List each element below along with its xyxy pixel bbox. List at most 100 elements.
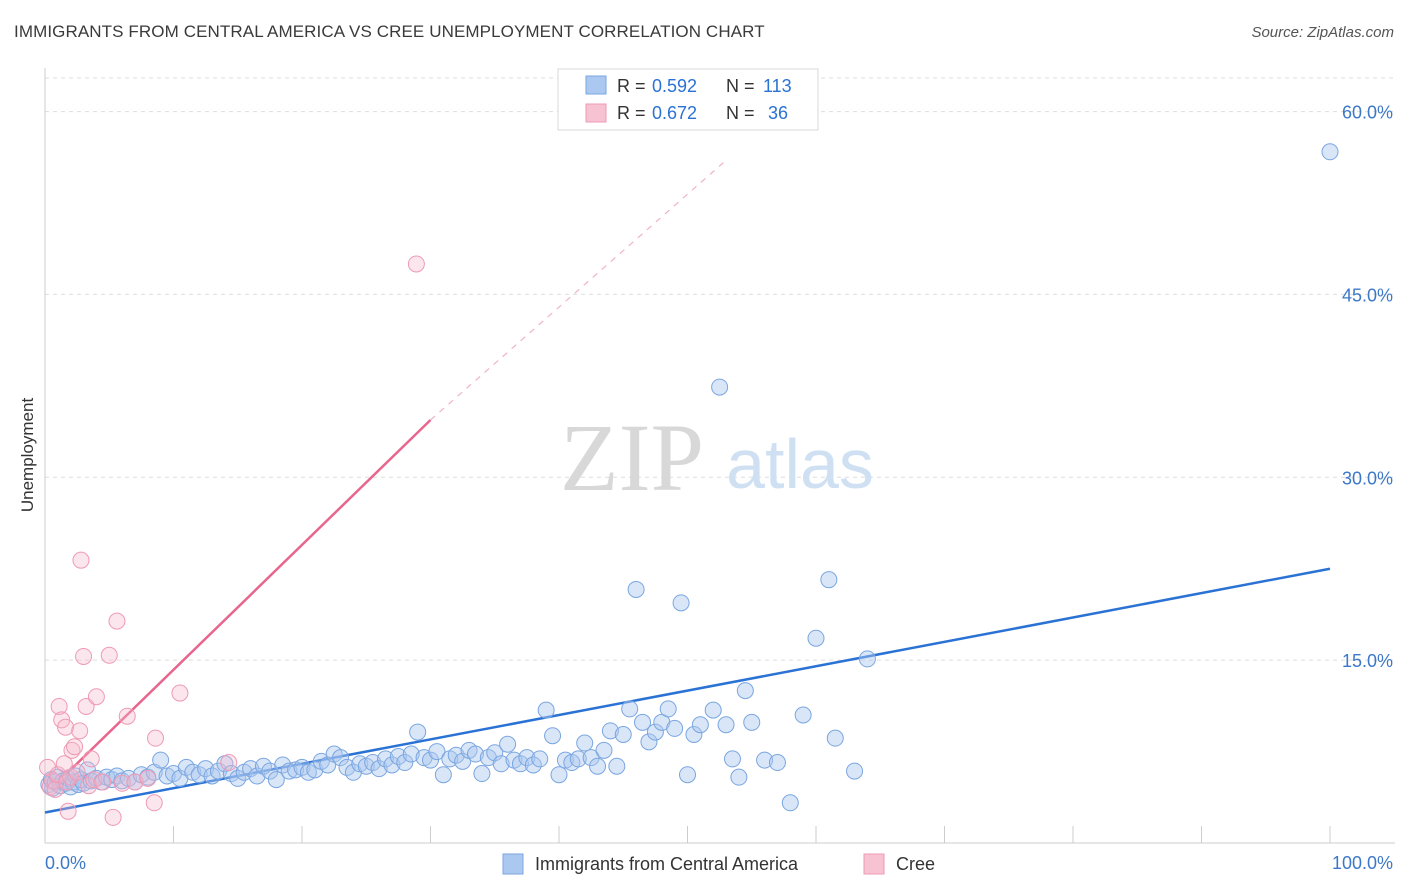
point-central-america — [794, 706, 812, 724]
point-central-america — [666, 719, 684, 737]
point-central-america — [197, 760, 215, 778]
trend-line-cree — [63, 419, 432, 777]
point-central-america — [858, 650, 876, 668]
point-central-america — [248, 767, 266, 785]
point-cree — [220, 754, 238, 772]
point-central-america — [370, 760, 388, 778]
point-cree — [104, 808, 122, 826]
point-cree — [147, 729, 165, 747]
point-cree — [108, 612, 126, 630]
point-central-america — [846, 762, 864, 780]
y-tick-labels: 15.0% 30.0% 45.0% 60.0% — [1342, 103, 1393, 672]
point-central-america — [627, 580, 645, 598]
point-cree — [118, 707, 136, 725]
point-central-america — [672, 594, 690, 612]
point-central-america — [601, 722, 619, 740]
point-central-america — [550, 766, 568, 784]
point-central-america — [582, 749, 600, 767]
point-cree — [66, 738, 84, 756]
y-tick-label: 60.0% — [1342, 103, 1393, 123]
legend-swatch-pink — [585, 103, 607, 123]
axes — [44, 68, 1395, 844]
point-cree — [139, 769, 157, 787]
legend-swatch-cree — [863, 853, 885, 875]
point-central-america — [614, 726, 632, 744]
x-tick-label: 0.0% — [45, 853, 86, 873]
legend-n-label: N = — [726, 76, 755, 96]
point-cree — [50, 697, 68, 715]
point-central-america — [383, 756, 401, 774]
point-central-america — [704, 701, 722, 719]
point-cree — [94, 773, 112, 791]
point-central-america — [569, 750, 587, 768]
x-tick-labels: 0.0% 100.0% — [45, 853, 1393, 873]
point-central-america — [280, 762, 298, 780]
point-cree — [71, 722, 89, 740]
point-central-america — [807, 629, 825, 647]
legend-r-label: R = — [617, 103, 646, 123]
point-central-america — [434, 766, 452, 784]
watermark-atlas: atlas — [726, 425, 874, 503]
point-central-america — [679, 766, 696, 784]
y-tick-label: 45.0% — [1342, 285, 1393, 305]
legend-n-label: N = — [726, 103, 755, 123]
x-tick-label: 100.0% — [1332, 853, 1393, 873]
point-cree — [126, 773, 144, 791]
bottom-legend: Immigrants from Central America Cree — [502, 853, 935, 875]
point-central-america — [685, 726, 703, 744]
legend-label-central-america: Immigrants from Central America — [535, 854, 799, 874]
point-central-america — [447, 746, 465, 764]
point-central-america — [595, 741, 613, 759]
y-axis-label: Unemployment — [18, 398, 37, 513]
point-central-america — [319, 756, 337, 774]
point-central-america — [691, 716, 709, 734]
point-central-america — [743, 713, 761, 731]
point-central-america — [589, 757, 607, 775]
point-cree — [59, 802, 77, 820]
point-central-america — [274, 756, 292, 774]
point-central-america — [576, 734, 594, 752]
point-central-america — [190, 766, 208, 784]
legend-r-label: R = — [617, 76, 646, 96]
point-central-america — [409, 723, 427, 741]
point-central-america — [717, 716, 735, 734]
data-points — [39, 143, 1339, 826]
point-cree — [113, 774, 131, 792]
y-tick-label: 15.0% — [1342, 651, 1393, 671]
legend-n-value: 113 — [763, 76, 792, 96]
point-cree — [57, 718, 75, 736]
trend-line-cree-extension — [430, 159, 727, 421]
point-central-america — [466, 745, 484, 763]
point-central-america — [723, 750, 741, 768]
point-central-america — [229, 769, 247, 787]
point-central-america — [756, 751, 774, 769]
point-central-america — [422, 751, 439, 769]
point-central-america — [736, 682, 754, 700]
point-central-america — [518, 749, 536, 767]
point-cree — [49, 766, 67, 784]
point-cree — [171, 684, 189, 702]
point-cree — [77, 697, 95, 715]
point-cree — [87, 688, 105, 706]
point-central-america — [826, 729, 844, 747]
point-central-america — [306, 761, 324, 779]
point-central-america — [454, 752, 472, 770]
point-central-america — [621, 700, 639, 718]
point-central-america — [634, 713, 652, 731]
point-central-america — [473, 765, 491, 783]
point-central-america — [544, 727, 562, 745]
point-central-america — [396, 754, 414, 772]
point-cree — [100, 646, 118, 664]
point-central-america — [152, 751, 170, 769]
legend-r-value: 0.672 — [652, 103, 697, 123]
point-central-america — [730, 768, 748, 786]
point-central-america — [524, 756, 542, 774]
point-central-america — [389, 747, 407, 765]
point-central-america — [711, 378, 729, 396]
point-central-america — [659, 700, 677, 718]
point-central-america — [332, 749, 350, 767]
trend-lines — [44, 159, 1331, 814]
point-central-america — [402, 745, 420, 763]
point-central-america — [511, 755, 529, 773]
point-cree — [82, 750, 100, 768]
